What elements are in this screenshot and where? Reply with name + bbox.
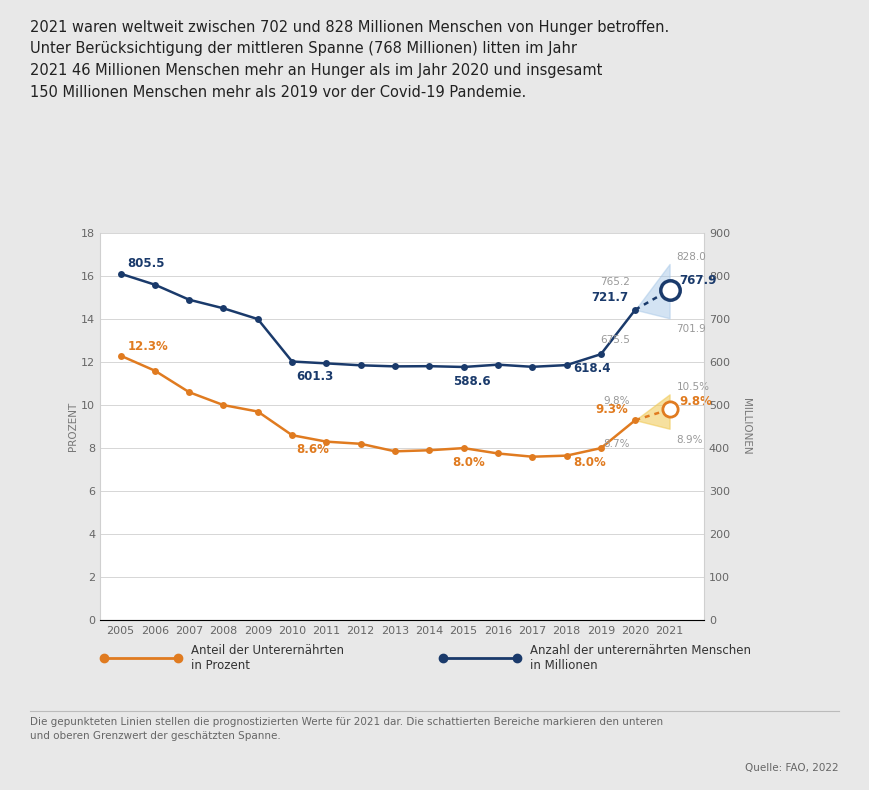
Text: 765.2: 765.2 (600, 277, 630, 288)
Text: 12.3%: 12.3% (128, 340, 169, 353)
Text: 828.0: 828.0 (677, 252, 706, 261)
Text: 2021 waren weltweit zwischen 702 und 828 Millionen Menschen von Hunger betroffen: 2021 waren weltweit zwischen 702 und 828… (30, 20, 670, 100)
Y-axis label: PROZENT: PROZENT (68, 402, 77, 451)
Text: 675.5: 675.5 (600, 336, 630, 345)
Text: 721.7: 721.7 (591, 292, 628, 304)
Text: 601.3: 601.3 (296, 370, 334, 382)
Text: 8.6%: 8.6% (296, 443, 329, 457)
Text: 701.9: 701.9 (677, 324, 706, 334)
Text: 8.7%: 8.7% (603, 439, 630, 449)
Text: 10.5%: 10.5% (677, 382, 709, 392)
Text: 767.9: 767.9 (680, 274, 717, 288)
Text: 9.8%: 9.8% (603, 396, 630, 406)
Text: Die gepunkteten Linien stellen die prognostizierten Werte für 2021 dar. Die scha: Die gepunkteten Linien stellen die progn… (30, 717, 664, 740)
Text: 9.8%: 9.8% (680, 395, 713, 408)
Text: Anzahl der unterernährten Menschen
in Millionen: Anzahl der unterernährten Menschen in Mi… (530, 644, 751, 672)
Text: 618.4: 618.4 (574, 363, 611, 375)
Text: 8.0%: 8.0% (574, 456, 606, 469)
Text: 805.5: 805.5 (128, 257, 165, 269)
Text: 588.6: 588.6 (453, 375, 490, 388)
Text: 8.9%: 8.9% (677, 435, 703, 445)
Text: Anteil der Unterernährten
in Prozent: Anteil der Unterernährten in Prozent (191, 644, 344, 672)
Y-axis label: MILLIONEN: MILLIONEN (741, 398, 751, 455)
Text: Quelle: FAO, 2022: Quelle: FAO, 2022 (745, 762, 839, 773)
Text: 9.3%: 9.3% (595, 403, 628, 416)
Text: 8.0%: 8.0% (453, 456, 485, 469)
